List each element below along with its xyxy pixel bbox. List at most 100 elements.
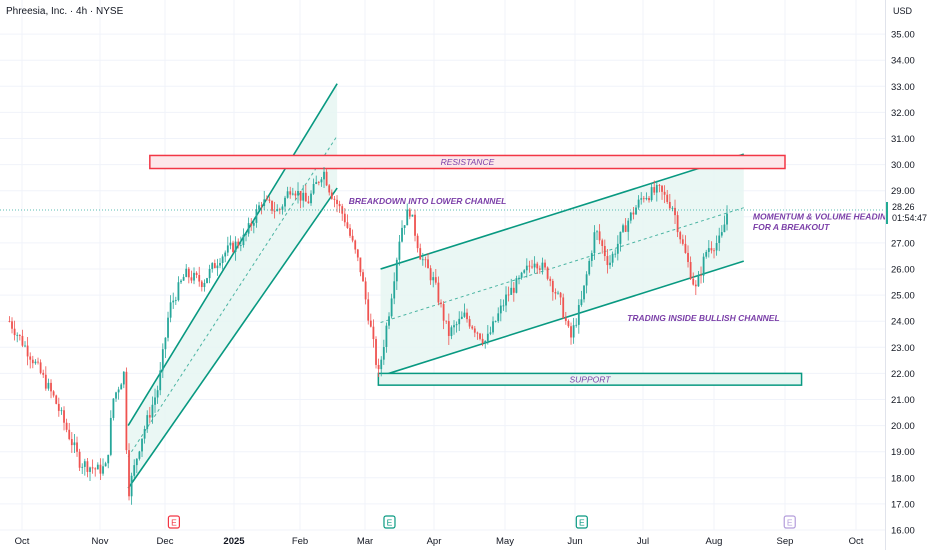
candle-body [447, 321, 450, 336]
candle-body [39, 362, 42, 373]
candle-body [68, 429, 71, 440]
candle-body [263, 199, 266, 206]
candle-body [694, 284, 697, 287]
candle-body [622, 225, 624, 232]
candle-body [265, 199, 268, 201]
candle-body [172, 300, 175, 303]
price-tick-label: 22.00 [891, 369, 915, 380]
candle-body [674, 207, 676, 216]
candle-body [395, 259, 398, 282]
candle-body [619, 231, 622, 244]
candle-body [255, 209, 258, 223]
candle-body [583, 285, 585, 300]
time-tick-label: Apr [427, 536, 442, 547]
last-price-badge: 28.26 01:54:47 [886, 202, 932, 224]
candle-body [720, 232, 723, 236]
chart-annotation: BREAKDOWN INTO LOWER CHANNEL [349, 196, 507, 206]
candle-body [549, 278, 552, 281]
candle-body [107, 454, 110, 464]
earnings-marker[interactable] [783, 515, 796, 529]
candle-body [26, 345, 29, 357]
candle-body [351, 235, 354, 241]
candle-body [609, 262, 611, 266]
candle-body [174, 300, 177, 301]
candle-body [455, 324, 458, 326]
candle-body [60, 410, 63, 412]
candle-body [429, 268, 432, 281]
candle-body [349, 227, 351, 236]
time-tick-label: May [496, 536, 514, 547]
candle-body [117, 389, 120, 393]
candle-body [575, 324, 578, 326]
time-tick-label: Oct [15, 536, 30, 547]
price-tick-label: 26.00 [891, 265, 915, 276]
candle-body [650, 187, 653, 201]
price-tick-label: 33.00 [891, 82, 915, 93]
candle-body [34, 361, 37, 364]
candle-body [125, 371, 128, 451]
price-tick-label: 34.00 [891, 56, 915, 67]
channel-lower-line[interactable] [380, 260, 745, 377]
time-tick-label: Feb [292, 536, 308, 547]
candle-body [291, 193, 294, 195]
channel-upper-line[interactable] [380, 153, 745, 270]
candle-body [445, 320, 448, 322]
candle-body [180, 280, 182, 283]
candle-body [312, 183, 315, 194]
candle-body [723, 224, 726, 233]
candle-body [421, 259, 424, 261]
candle-body [648, 197, 650, 201]
candle-body [442, 303, 445, 321]
candle-body [94, 468, 97, 470]
candle-body [16, 334, 19, 336]
candle-body [47, 382, 50, 389]
price-tick-label: 30.00 [891, 160, 915, 171]
channel-lower-line[interactable] [127, 187, 338, 489]
candle-body [203, 282, 206, 288]
candle-body [632, 212, 635, 215]
candle-body [200, 281, 203, 288]
earnings-marker-label: E [387, 518, 393, 528]
candle-body [307, 201, 310, 204]
candle-body [167, 317, 169, 338]
earnings-marker[interactable] [167, 515, 181, 529]
earnings-marker[interactable] [575, 515, 588, 529]
candle-body [276, 209, 279, 212]
candle-body [585, 274, 588, 286]
candle-body [359, 257, 362, 273]
candle-body [367, 299, 370, 321]
candle-body [195, 272, 198, 276]
candle-body [432, 277, 435, 281]
candle-body [466, 312, 468, 320]
candle-body [544, 262, 546, 268]
candle-body [42, 372, 45, 375]
candle-body [471, 326, 474, 329]
support-zone[interactable] [377, 372, 803, 386]
candle-body [642, 198, 645, 200]
resistance-zone[interactable] [149, 154, 786, 170]
candle-body [268, 199, 271, 201]
candle-body [281, 206, 284, 210]
candle-body [434, 277, 437, 283]
bar-countdown: 01:54:47 [892, 213, 928, 223]
candle-body [146, 415, 149, 430]
candle-body [135, 458, 138, 466]
earnings-marker-label: E [171, 518, 177, 528]
candle-body [635, 207, 637, 215]
candle-body [336, 199, 338, 205]
candle-body [710, 248, 713, 251]
currency-label[interactable]: USD [893, 6, 913, 16]
candle-body [541, 262, 544, 270]
price-tick-label: 27.00 [891, 238, 915, 249]
candle-body [44, 374, 47, 389]
earnings-marker[interactable] [383, 515, 396, 529]
candle-body [182, 276, 185, 281]
candle-body [55, 395, 58, 404]
price-tick-label: 31.00 [891, 134, 915, 145]
candle-body [460, 316, 463, 319]
time-tick-label: 2025 [223, 536, 245, 547]
candle-body [564, 317, 567, 321]
candle-body [554, 292, 557, 294]
candle-body [286, 191, 289, 198]
